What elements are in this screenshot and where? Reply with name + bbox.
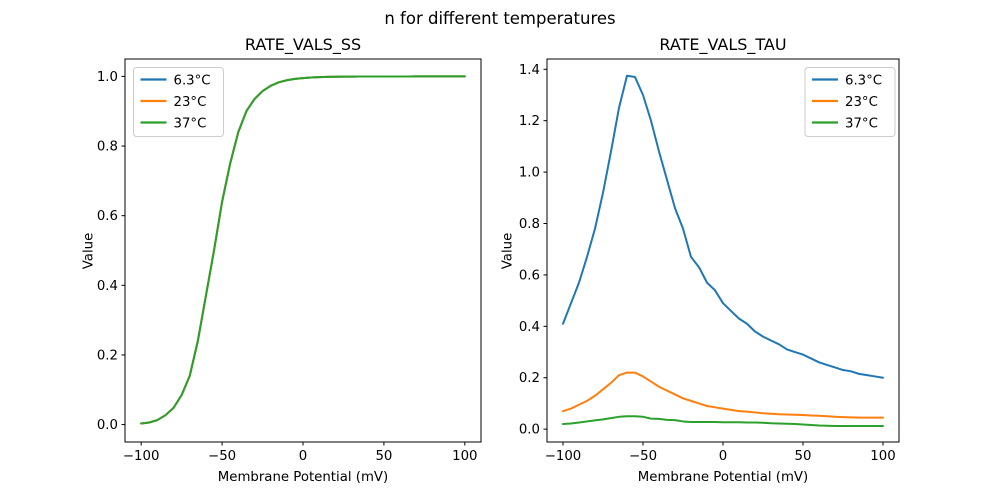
legend (133, 67, 224, 137)
chart-tau-title: RATE_VALS_TAU (659, 35, 787, 54)
x-tick-label: 50 (375, 449, 392, 464)
legend-label-6.3°C: 6.3°C (845, 73, 882, 88)
chart-tau-ylabel: Value (500, 232, 516, 270)
legend (804, 67, 896, 137)
series-line-37°C (562, 415, 884, 428)
legend-label-23°C: 23°C (845, 95, 878, 110)
series-line-37°C (140, 75, 466, 425)
x-tick-label: 0 (299, 449, 307, 464)
x-tick-label: 100 (452, 449, 477, 464)
legend-label-6.3°C: 6.3°C (174, 73, 211, 88)
legend-label-37°C: 37°C (174, 116, 207, 131)
legend-label-23°C: 23°C (174, 95, 207, 110)
y-tick-label: 0.4 (519, 320, 540, 335)
x-tick-label: −100 (123, 449, 160, 464)
chart-ss-xlabel: Membrane Potential (mV) (217, 470, 389, 485)
chart-ss-ylabel: Value (81, 232, 97, 270)
x-tick-label: 50 (795, 449, 812, 464)
legend-label-37°C: 37°C (845, 116, 878, 131)
y-tick-label: 0.0 (519, 423, 540, 438)
y-tick-label: 0.6 (519, 268, 540, 283)
y-tick-label: 0.2 (97, 348, 118, 363)
chart-ss-title: RATE_VALS_SS (244, 35, 362, 54)
y-tick-label: 0.8 (519, 217, 540, 232)
y-tick-label: 1.2 (519, 114, 540, 129)
x-tick-label: −50 (208, 449, 236, 464)
x-tick-label: 100 (870, 449, 895, 464)
x-tick-label: −50 (629, 449, 657, 464)
x-tick-label: 0 (719, 449, 727, 464)
y-tick-label: 0.4 (97, 279, 118, 294)
figure-suptitle: n for different temperatures (384, 9, 616, 28)
series-line-6.3°C (562, 74, 884, 379)
y-tick-label: 0.8 (97, 140, 118, 155)
axes-frame (124, 58, 482, 443)
series-line-23°C (562, 371, 884, 419)
y-tick-label: 1.4 (519, 63, 540, 78)
y-tick-label: 0.0 (97, 418, 118, 433)
axes-frame (546, 58, 900, 443)
y-tick-label: 1.0 (97, 70, 118, 85)
y-tick-label: 1.0 (519, 166, 540, 181)
x-tick-label: −100 (545, 449, 582, 464)
y-tick-label: 0.2 (519, 371, 540, 386)
chart-tau-xlabel: Membrane Potential (mV) (637, 470, 809, 485)
y-tick-label: 0.6 (97, 209, 118, 224)
